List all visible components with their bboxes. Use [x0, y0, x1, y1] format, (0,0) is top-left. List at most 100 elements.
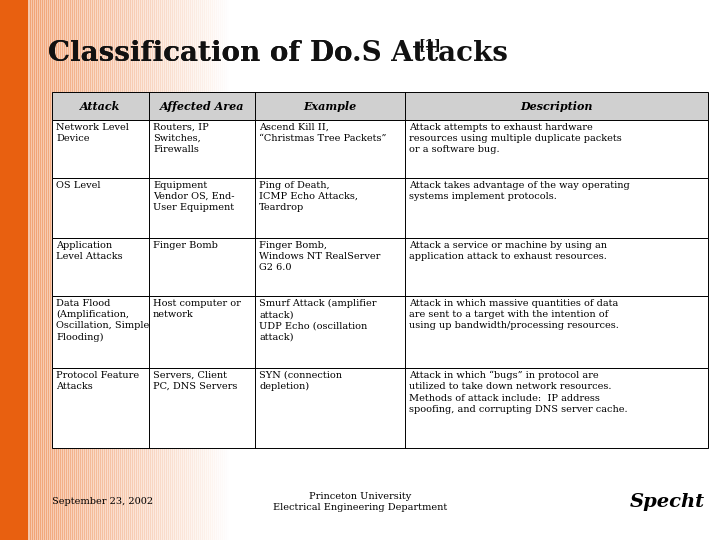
Text: September 23, 2002: September 23, 2002 — [52, 497, 153, 507]
Text: Specht: Specht — [630, 493, 705, 511]
Bar — [72, 0, 74, 540]
Bar — [202, 0, 204, 540]
Bar — [52, 178, 708, 238]
Bar — [182, 0, 184, 540]
Text: Routers, IP
Switches,
Firewalls: Routers, IP Switches, Firewalls — [153, 123, 209, 154]
Bar — [48, 0, 50, 540]
Bar — [224, 0, 227, 540]
Bar — [102, 0, 104, 540]
Bar — [98, 0, 101, 540]
Bar — [64, 0, 66, 540]
Bar — [36, 0, 38, 540]
Bar — [52, 120, 708, 178]
Bar — [50, 0, 53, 540]
Bar — [58, 0, 60, 540]
Bar — [190, 0, 192, 540]
Bar — [196, 0, 199, 540]
Bar — [200, 0, 202, 540]
Bar — [42, 0, 45, 540]
Bar — [138, 0, 140, 540]
Bar — [104, 0, 107, 540]
Bar — [152, 0, 155, 540]
Text: Network Level
Device: Network Level Device — [56, 123, 129, 143]
Text: Attack takes advantage of the way operating
systems implement protocols.: Attack takes advantage of the way operat… — [409, 181, 630, 201]
Bar — [206, 0, 209, 540]
Bar — [80, 0, 83, 540]
Text: Finger Bomb: Finger Bomb — [153, 241, 218, 250]
Bar — [184, 0, 186, 540]
Bar — [166, 0, 168, 540]
Bar — [148, 0, 150, 540]
Bar — [220, 0, 222, 540]
Bar — [44, 0, 47, 540]
Bar — [38, 0, 40, 540]
Text: Attack in which massive quantities of data
are sent to a target with the intenti: Attack in which massive quantities of da… — [409, 299, 618, 330]
Text: [1]: [1] — [418, 38, 441, 52]
Text: Ascend Kill II,
“Christmas Tree Packets”: Ascend Kill II, “Christmas Tree Packets” — [259, 123, 387, 143]
Bar — [52, 238, 708, 296]
Bar — [62, 0, 65, 540]
Bar — [122, 0, 125, 540]
Bar — [168, 0, 171, 540]
Bar — [156, 0, 158, 540]
Bar — [164, 0, 166, 540]
Text: Classification of Do.S Attacks: Classification of Do.S Attacks — [48, 40, 508, 67]
Bar — [116, 0, 119, 540]
Bar — [126, 0, 128, 540]
Bar — [112, 0, 114, 540]
Bar — [124, 0, 127, 540]
Bar — [78, 0, 81, 540]
Bar — [180, 0, 182, 540]
Bar — [54, 0, 56, 540]
Bar — [82, 0, 84, 540]
Bar — [128, 0, 130, 540]
Bar — [76, 0, 78, 540]
Bar — [218, 0, 220, 540]
Text: OS Level: OS Level — [56, 181, 101, 190]
Bar — [210, 0, 212, 540]
Bar — [52, 0, 55, 540]
Bar — [56, 0, 58, 540]
Bar — [176, 0, 179, 540]
Bar — [94, 0, 96, 540]
Bar — [100, 0, 102, 540]
Bar — [88, 0, 91, 540]
Bar — [106, 0, 109, 540]
Bar — [204, 0, 207, 540]
Bar — [110, 0, 112, 540]
Bar — [172, 0, 174, 540]
Bar — [192, 0, 194, 540]
Bar — [120, 0, 122, 540]
Bar — [40, 0, 42, 540]
Bar — [216, 0, 218, 540]
Text: Attack attempts to exhaust hardware
resources using multiple duplicate packets
o: Attack attempts to exhaust hardware reso… — [409, 123, 621, 154]
Bar — [28, 0, 30, 540]
Text: Attack a service or machine by using an
application attack to exhaust resources.: Attack a service or machine by using an … — [409, 241, 607, 261]
Text: Attack: Attack — [81, 100, 121, 111]
Bar — [66, 0, 68, 540]
Text: Description: Description — [521, 100, 593, 111]
Bar — [208, 0, 210, 540]
Text: Classification of Do.S Attacks: Classification of Do.S Attacks — [48, 40, 508, 67]
Bar — [194, 0, 197, 540]
Bar — [132, 0, 135, 540]
Bar — [0, 0, 28, 540]
Text: Protocol Feature
Attacks: Protocol Feature Attacks — [56, 371, 139, 391]
Bar — [158, 0, 161, 540]
Bar — [154, 0, 156, 540]
Bar — [84, 0, 86, 540]
Bar — [144, 0, 146, 540]
Text: Affected Area: Affected Area — [160, 100, 245, 111]
Bar — [60, 0, 63, 540]
Bar — [214, 0, 217, 540]
Bar — [114, 0, 117, 540]
Text: Servers, Client
PC, DNS Servers: Servers, Client PC, DNS Servers — [153, 371, 238, 391]
Bar — [226, 0, 228, 540]
Text: Example: Example — [304, 100, 357, 111]
Bar — [52, 368, 708, 448]
Bar — [118, 0, 120, 540]
Bar — [52, 296, 708, 368]
Bar — [90, 0, 92, 540]
Bar — [198, 0, 200, 540]
Bar — [160, 0, 163, 540]
